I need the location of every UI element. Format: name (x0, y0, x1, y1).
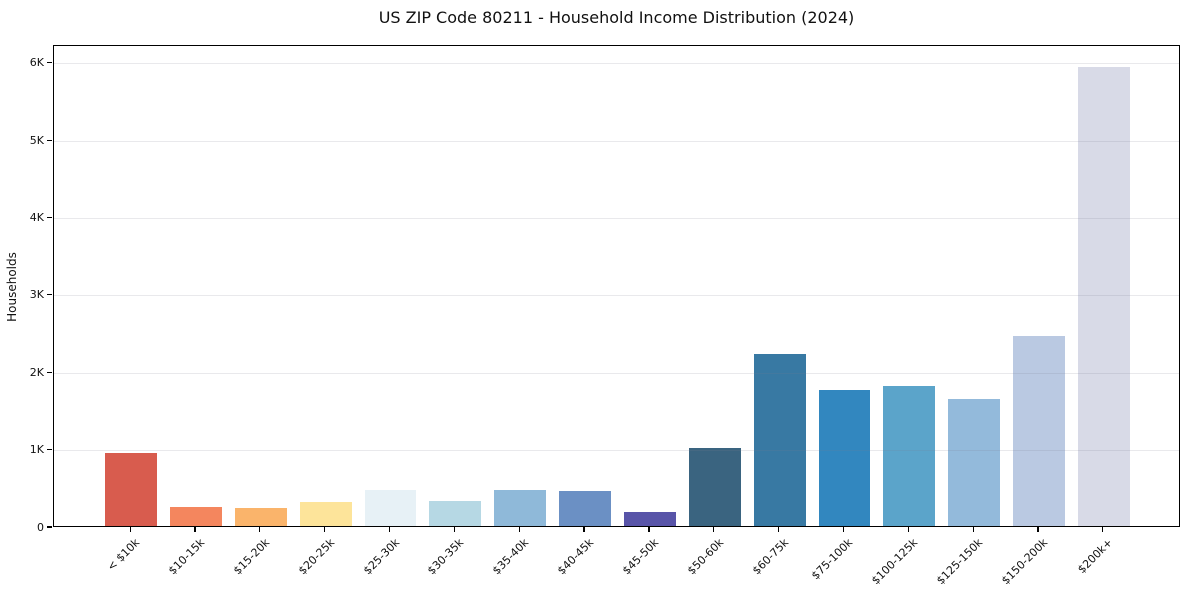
x-tick-mark (453, 527, 455, 532)
bar (948, 399, 1001, 526)
plot-area (53, 45, 1180, 527)
x-tick-mark (583, 527, 585, 532)
gridline (54, 63, 1179, 65)
y-tick-label: 2K (29, 365, 44, 379)
x-tick-mark (778, 527, 780, 532)
bar (364, 490, 417, 526)
gridline (54, 450, 1179, 452)
x-tick-mark (324, 527, 326, 532)
y-tick-label: 5K (29, 133, 44, 147)
y-tick-mark (47, 294, 52, 296)
bar (234, 508, 287, 526)
y-tick-label: 6K (29, 56, 44, 70)
gridline (54, 140, 1179, 142)
x-tick-mark (388, 527, 391, 532)
y-tick-label: 4K (29, 211, 44, 225)
x-tick-mark (972, 527, 974, 532)
x-tick-mark (518, 527, 520, 532)
y-tick-mark (47, 62, 52, 64)
y-tick-label: 3K (29, 288, 44, 302)
x-tick-mark (129, 527, 131, 532)
bar (494, 489, 547, 526)
x-tick-mark (259, 527, 261, 532)
y-tick-label: 1K (29, 443, 44, 457)
x-tick-mark (907, 527, 909, 532)
x-tick-mark (1037, 527, 1039, 532)
y-tick-mark (47, 216, 52, 219)
gridline (54, 218, 1179, 220)
bar (818, 389, 871, 526)
bar (688, 447, 741, 526)
x-tick-mark (194, 527, 196, 532)
y-axis-label: Households (5, 252, 19, 322)
y-tick-mark (47, 139, 52, 141)
gridline (54, 295, 1179, 297)
bar (753, 354, 806, 526)
x-tick-mark (1102, 527, 1104, 532)
x-tick-mark (713, 527, 715, 532)
bar (559, 490, 611, 526)
gridline (54, 372, 1179, 374)
y-tick-mark (47, 371, 52, 373)
bar (883, 385, 936, 526)
x-tick-label: < $10k (104, 536, 143, 574)
y-tick-mark (47, 449, 52, 451)
x-tick-mark (842, 527, 845, 532)
bar (299, 502, 352, 526)
x-tick-mark (648, 527, 650, 532)
y-tick-label: 0 (37, 520, 44, 534)
chart-title: US ZIP Code 80211 - Household Income Dis… (378, 8, 855, 27)
bar (623, 512, 676, 526)
bar (1077, 67, 1130, 526)
bar (170, 507, 222, 526)
bar (429, 500, 482, 526)
bar (105, 453, 158, 526)
bar (1013, 336, 1065, 526)
y-tick-mark (47, 526, 52, 528)
